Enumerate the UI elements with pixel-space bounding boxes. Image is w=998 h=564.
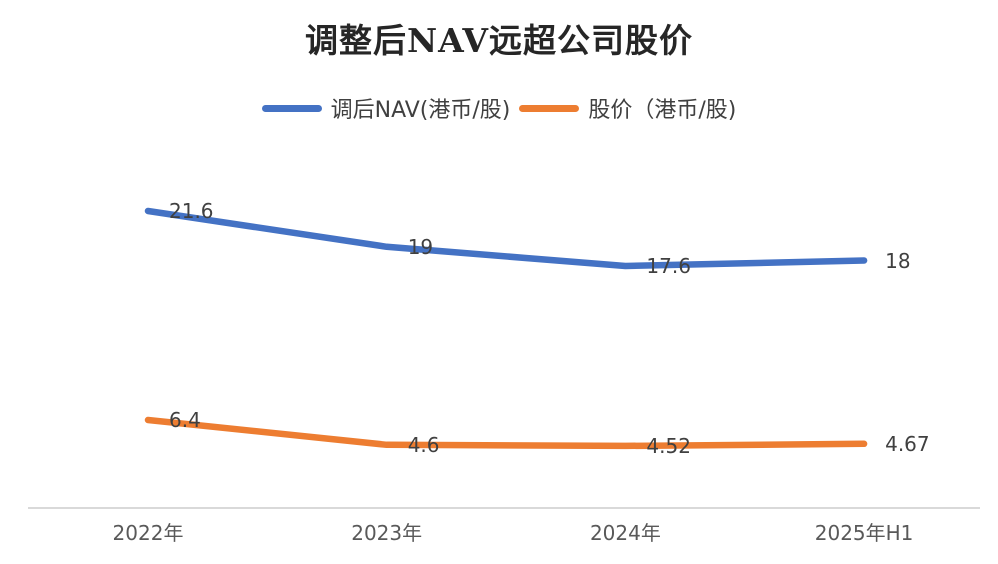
legend-line-swatch-share-price [519, 104, 580, 112]
legend-line-swatch-adjusted-nav [261, 104, 322, 112]
data-label-share-price-2: 4.52 [646, 433, 691, 458]
data-label-share-price-3: 4.67 [885, 431, 930, 456]
chart-title: 调整后NAV远超公司股价 [305, 21, 693, 60]
series-line-adjusted-nav [144, 207, 868, 270]
x-axis-label-2: 2024年 [589, 521, 661, 545]
data-label-adjusted-nav-2: 17.6 [646, 254, 691, 278]
series-line-share-price [144, 416, 868, 450]
data-label-share-price-1: 4.6 [407, 432, 440, 457]
legend-item-share-price: 股价（港币/股) [519, 92, 736, 124]
legend-label-share-price: 股价（港币/股) [588, 98, 737, 123]
data-label-adjusted-nav-3: 18 [885, 248, 911, 273]
chart-legend: 调后NAV(港币/股) 股价（港币/股) [0, 92, 998, 124]
legend-item-adjusted-nav: 调后NAV(港币/股) [261, 92, 511, 124]
data-label-share-price-0: 6.4 [169, 408, 201, 432]
data-label-adjusted-nav-1: 19 [407, 234, 434, 259]
x-axis-label-1: 2023年 [351, 521, 423, 545]
x-axis-label-0: 2022年 [112, 521, 184, 545]
data-label-adjusted-nav-0: 21.6 [169, 199, 214, 223]
x-axis-label-3: 2025年H1 [814, 521, 914, 545]
legend-label-adjusted-nav: 调后NAV(港币/股) [330, 98, 511, 123]
